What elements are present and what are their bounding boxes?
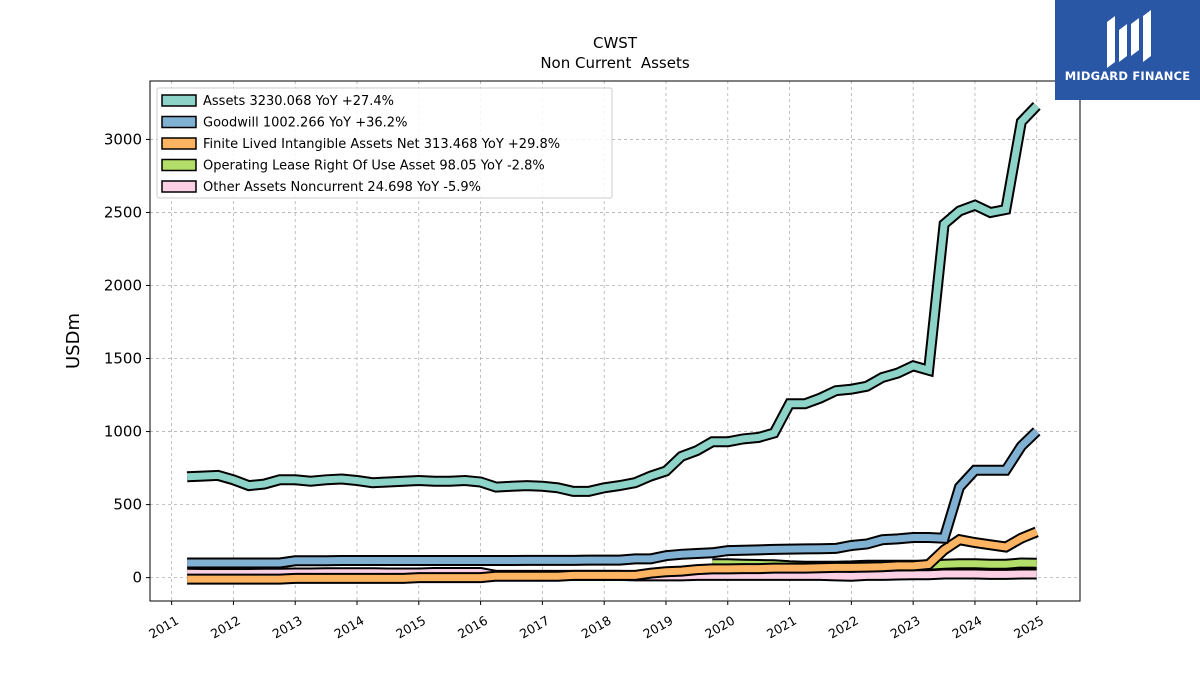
x-tick-label: 2012 [208, 613, 243, 642]
y-tick-label: 2000 [104, 276, 142, 294]
legend-label: Other Assets Noncurrent 24.698 YoY -5.9% [203, 180, 481, 195]
chart-subtitle: Non Current Assets [540, 54, 690, 72]
series-line [187, 526, 1039, 585]
x-tick-label: 2023 [888, 613, 923, 642]
x-tick-label: 2017 [517, 613, 552, 642]
grid [150, 81, 1080, 601]
legend-label: Assets 3230.068 YoY +27.4% [203, 94, 394, 109]
legend-label: Goodwill 1002.266 YoY +36.2% [203, 116, 407, 131]
series-layer [186, 101, 1041, 585]
brand-mark-icon [1107, 10, 1151, 68]
plot-frame [149, 80, 1081, 602]
series-core [186, 103, 1040, 495]
x-tick-label: 2013 [270, 613, 305, 642]
series-core [187, 428, 1040, 567]
x-tick-label: 2014 [331, 613, 366, 642]
y-tick-label: 3000 [104, 130, 142, 148]
legend-swatch [161, 137, 197, 150]
x-tick-label: 2016 [455, 613, 490, 642]
legend-swatch [161, 94, 197, 107]
y-axis-label: USDm [63, 313, 84, 369]
series-line [186, 101, 1041, 497]
legend-label: Operating Lease Right Of Use Asset 98.05… [203, 159, 545, 174]
x-tick-label: 2022 [826, 613, 861, 642]
y-tick-label: 0 [132, 569, 142, 587]
x-tick-label: 2025 [1011, 613, 1046, 642]
y-tick-label: 1500 [104, 350, 142, 368]
y-tick-label: 500 [113, 496, 142, 514]
y-tick-label: 1000 [104, 423, 142, 441]
x-tick-label: 2018 [579, 613, 614, 642]
brand-name: MIDGARD FINANCE [1064, 69, 1191, 83]
series-outline [187, 427, 1041, 569]
series-core [187, 528, 1039, 583]
chart-title: CWST [593, 34, 638, 52]
x-tick-label: 2011 [146, 613, 181, 642]
brand-logo: MIDGARD FINANCE [1055, 0, 1200, 100]
legend-label: Finite Lived Intangible Assets Net 313.4… [203, 137, 560, 152]
y-tick-label: 2500 [104, 203, 142, 221]
legend-swatch [161, 158, 197, 172]
legend-swatch [161, 180, 197, 193]
x-tick-label: 2021 [764, 613, 799, 642]
x-tick-label: 2020 [702, 613, 737, 642]
legend: Assets 3230.068 YoY +27.4% Goodwill 1002.… [156, 87, 613, 199]
legend-box [156, 87, 613, 199]
x-tick-label: 2015 [393, 613, 428, 642]
x-tick-label: 2024 [949, 613, 984, 642]
series-line [187, 427, 1041, 569]
x-tick-label: 2019 [640, 613, 675, 642]
legend-swatch [161, 115, 197, 129]
